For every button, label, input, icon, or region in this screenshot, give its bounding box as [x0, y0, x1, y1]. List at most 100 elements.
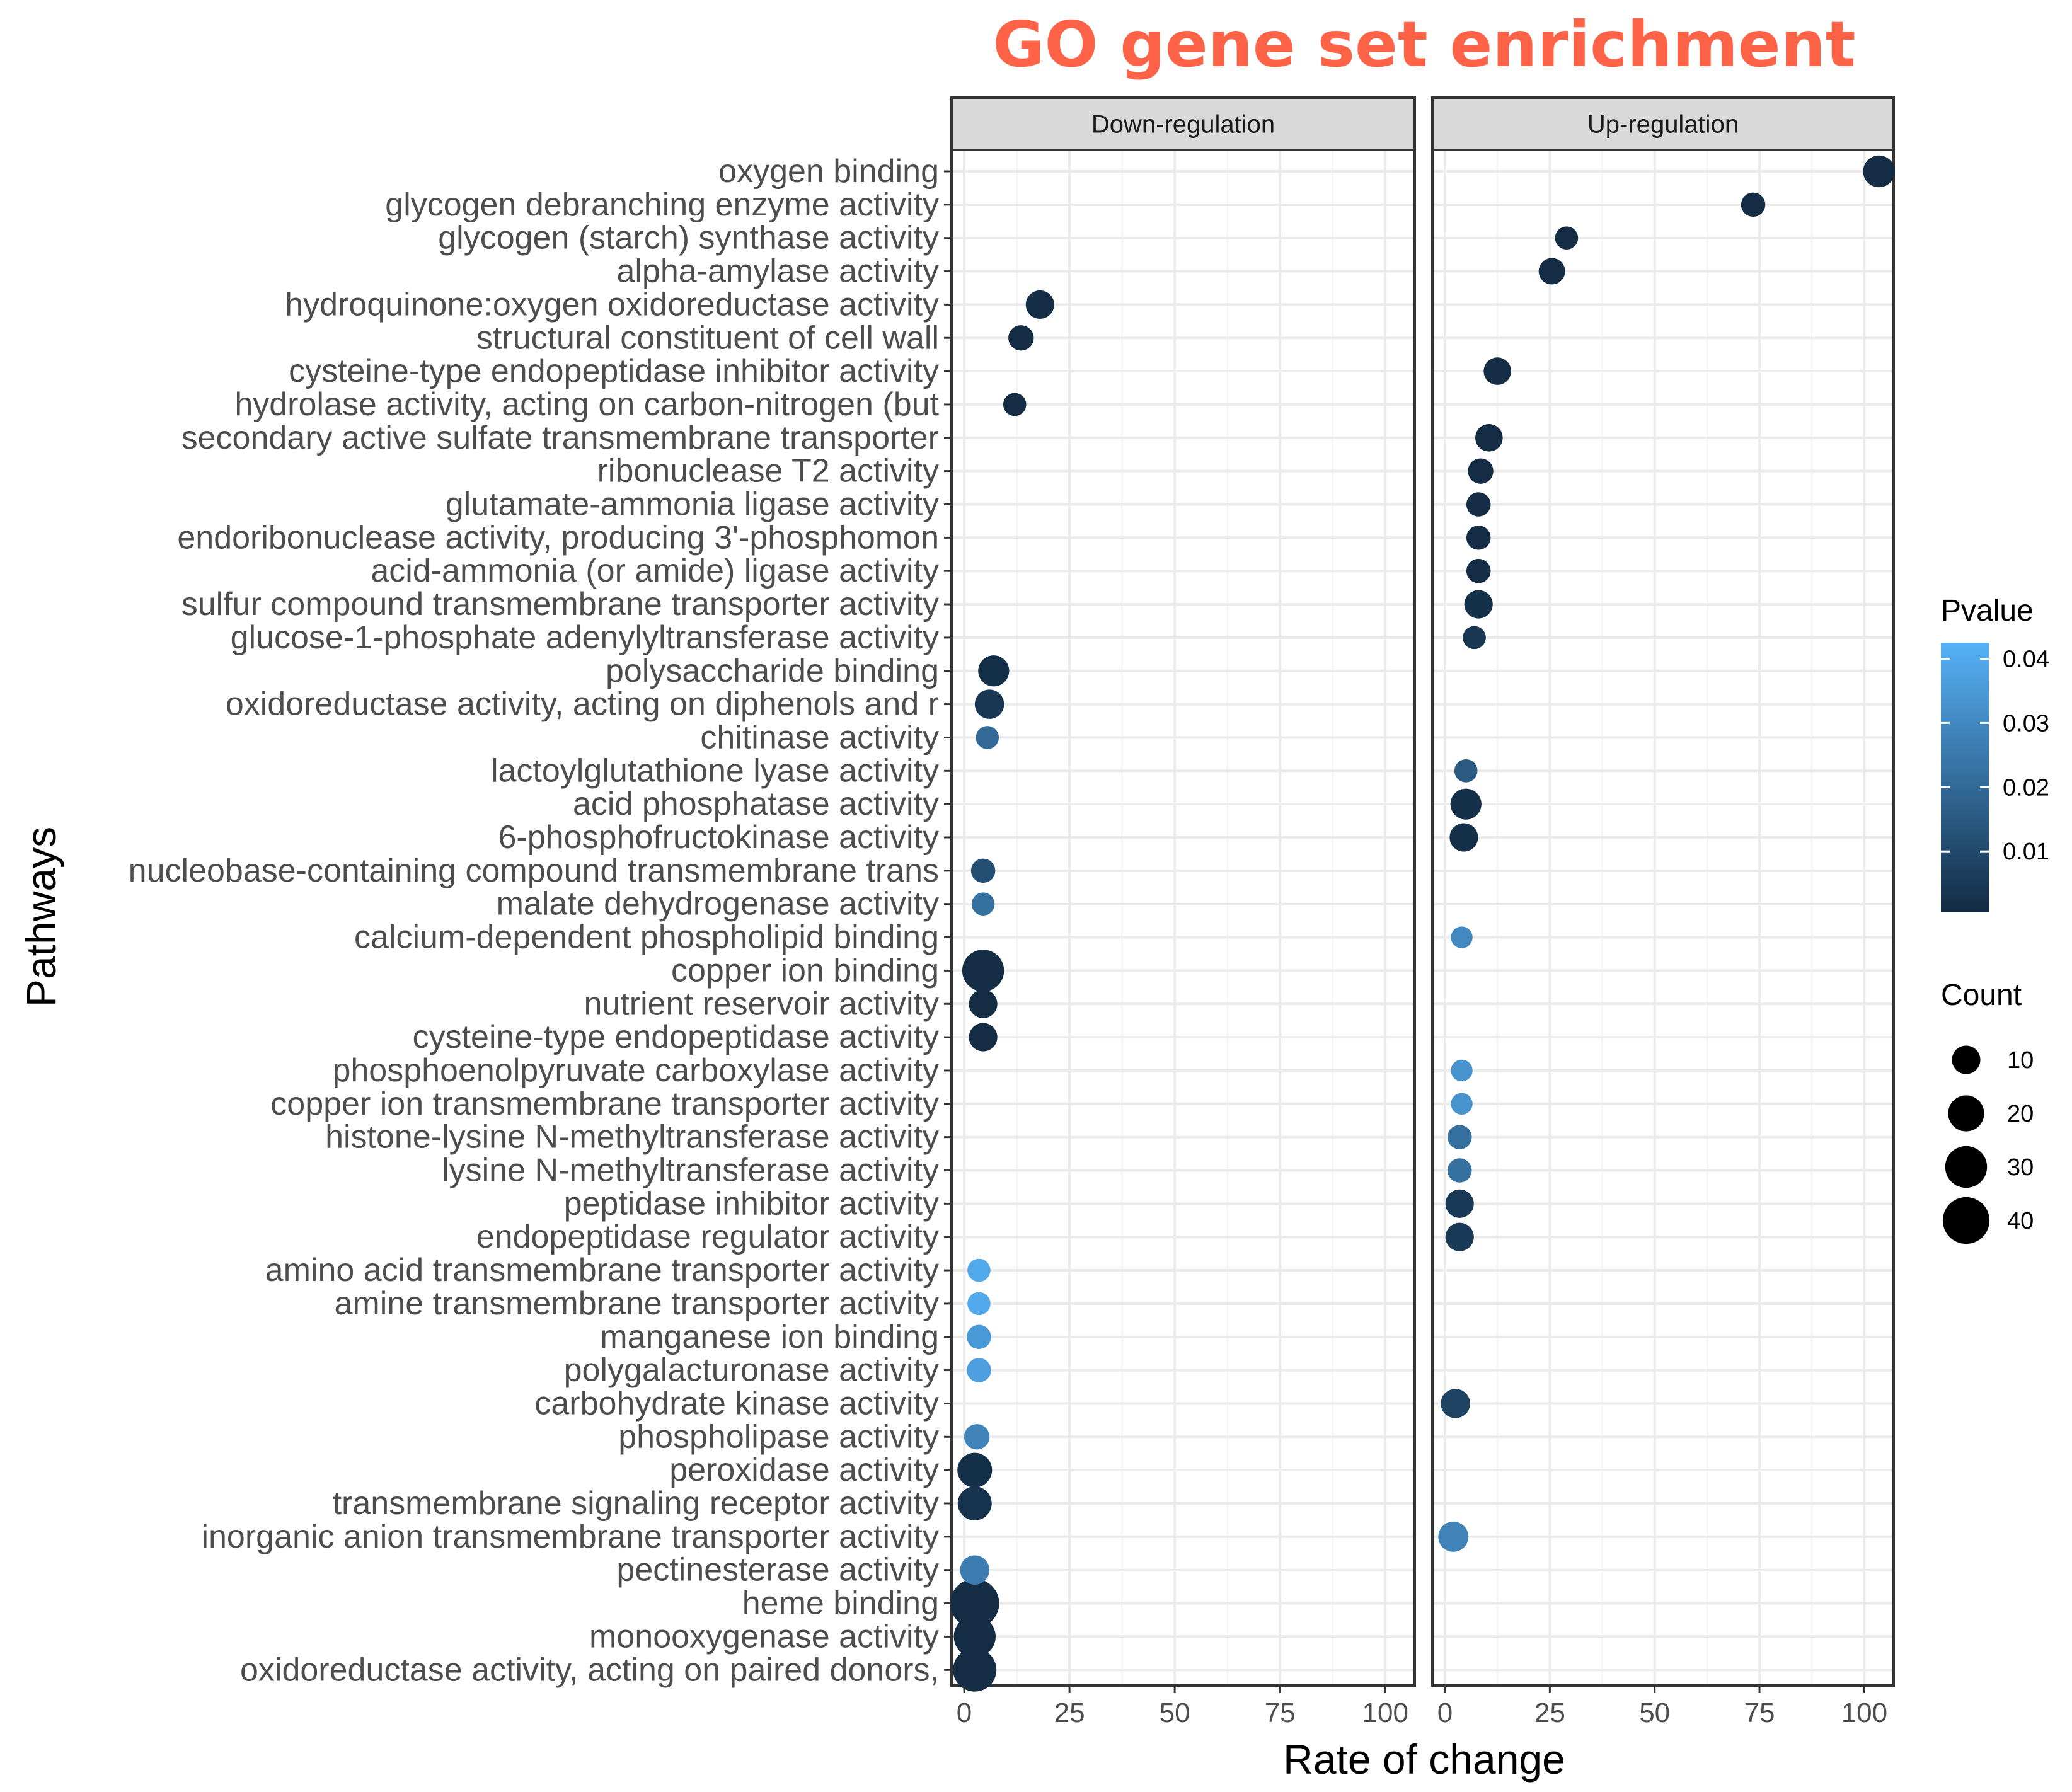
data-point [971, 892, 995, 916]
data-point [953, 1648, 997, 1692]
data-point [978, 655, 1010, 687]
x-tick-label: 50 [1160, 1697, 1190, 1728]
y-tick-label: polysaccharide binding [606, 653, 939, 689]
facet-strip [950, 96, 1416, 151]
y-tick-label: endopeptidase regulator activity [476, 1219, 939, 1255]
y-tick-label: glycogen (starch) synthase activity [438, 220, 939, 256]
y-tick-label: secondary active sulfate transmembrane t… [181, 420, 939, 456]
data-point [964, 1424, 990, 1450]
y-tick-label: copper ion binding [671, 952, 939, 989]
y-tick-label: phospholipase activity [618, 1418, 939, 1455]
y-tick-label: amine transmembrane transporter activity [335, 1285, 940, 1322]
count-legend-key [1948, 1095, 1984, 1132]
x-tick-label: 0 [1437, 1697, 1453, 1728]
data-point [962, 950, 1004, 992]
data-point [1451, 1093, 1473, 1115]
data-point [1450, 788, 1482, 820]
y-tick-label: alpha-amylase activity [616, 253, 939, 290]
data-point [1003, 393, 1027, 416]
y-tick-label: transmembrane signaling receptor activit… [333, 1485, 939, 1522]
data-point [1445, 1222, 1474, 1251]
y-tick-label: copper ion transmembrane transporter act… [270, 1086, 939, 1122]
data-point [967, 1292, 991, 1316]
count-legend-key [1942, 1197, 1990, 1244]
data-point [969, 1023, 998, 1052]
data-point [960, 1555, 990, 1585]
data-point [970, 858, 996, 883]
facet-panel-up: Up-regulation [1431, 96, 1895, 1687]
count-legend-label: 10 [2007, 1047, 2034, 1074]
x-tick-label: 75 [1744, 1697, 1775, 1728]
data-point [1451, 926, 1473, 948]
data-point [1863, 155, 1895, 188]
count-legend-key [1945, 1146, 1988, 1188]
y-tick-label: amino acid transmembrane transporter act… [265, 1252, 939, 1289]
x-axis-title: Rate of change [1283, 1736, 1565, 1783]
y-tick-label: carbohydrate kinase activity [534, 1385, 939, 1422]
y-tick-label: pectinesterase activity [616, 1552, 939, 1588]
data-point [953, 1616, 996, 1658]
x-axes: 0 25 50 75 100 0 25 50 75 100 [957, 1686, 1887, 1728]
data-point [1463, 626, 1486, 650]
legend: Pvalue Count 0.01 0.02 0.03 0.04 10 20 30 40 [1941, 594, 2049, 1244]
y-tick-label: lactoylglutathione lyase activity [491, 752, 939, 789]
y-tick-label: monooxygenase activity [589, 1618, 939, 1655]
y-tick-label: acid-ammonia (or amide) ligase activity [371, 553, 939, 589]
pvalue-colorbar [1941, 643, 1989, 912]
y-tick-label: lysine N-methyltransferase activity [442, 1152, 939, 1189]
panel-background [1432, 150, 1894, 1686]
colorbar-label: 0.01 [2003, 839, 2049, 865]
y-tick-label: glucose-1-phosphate adenylyltransferase … [231, 619, 939, 656]
data-point [1468, 458, 1494, 484]
y-tick-label: histone-lysine N-methyltransferase activ… [325, 1119, 939, 1156]
data-point [1466, 492, 1491, 517]
y-tick-label: nucleobase-containing compound transmemb… [129, 853, 939, 889]
y-axis-title: Pathways [18, 827, 64, 1007]
count-legend-label: 30 [2007, 1154, 2034, 1181]
colorbar-label: 0.03 [2003, 710, 2049, 737]
count-legend-title: Count [1941, 979, 2022, 1012]
x-tick-label: 25 [1054, 1697, 1085, 1728]
data-point [1441, 1389, 1470, 1418]
y-tick-label: peroxidase activity [669, 1452, 939, 1488]
data-point [1447, 1158, 1472, 1183]
data-point [967, 1258, 991, 1282]
data-point [1483, 357, 1511, 385]
y-tick-label: sulfur compound transmembrane transporte… [181, 586, 939, 623]
y-tick-label: oxidoreductase activity, acting on paire… [240, 1651, 939, 1688]
colorbar-label: 0.04 [2003, 646, 2049, 672]
y-tick-label: polygalacturonase activity [564, 1352, 939, 1389]
data-point [1025, 290, 1054, 319]
colorbar-label: 0.02 [2003, 774, 2049, 801]
data-point [1445, 1189, 1474, 1218]
data-point [1475, 424, 1503, 452]
data-point [950, 1578, 999, 1628]
y-tick-label: cysteine-type endopeptidase activity [413, 1019, 939, 1055]
y-tick-label: hydrolase activity, acting on carbon-nit… [234, 386, 939, 423]
data-point [1464, 590, 1493, 619]
x-tick-label: 50 [1639, 1697, 1670, 1728]
data-point [969, 989, 998, 1018]
y-tick-label: structural constituent of cell wall [476, 319, 939, 356]
y-tick-label: cysteine-type endopeptidase inhibitor ac… [289, 353, 939, 389]
count-legend-label: 40 [2007, 1208, 2034, 1234]
data-point [1466, 526, 1491, 550]
facet-panel-down: Down-regulation [950, 96, 1416, 1687]
y-tick-label: oxygen binding [718, 153, 939, 190]
y-tick-label: endoribonuclease activity, producing 3'-… [177, 519, 939, 556]
x-tick-label: 25 [1534, 1697, 1565, 1728]
data-point [1454, 759, 1478, 783]
panel-background [952, 150, 1415, 1686]
y-tick-label: oxidoreductase activity, acting on diphe… [226, 686, 939, 723]
y-tick-label: hydroquinone:oxygen oxidoreductase activ… [285, 286, 939, 323]
y-tick-label: inorganic anion transmembrane transporte… [201, 1519, 939, 1555]
data-point [967, 1358, 991, 1382]
data-point [974, 689, 1004, 719]
x-tick-label: 100 [1841, 1697, 1887, 1728]
data-point [1741, 192, 1766, 217]
y-tick-label: nutrient reservoir activity [584, 985, 939, 1022]
count-legend-key [1952, 1045, 1981, 1074]
data-point [1555, 226, 1579, 250]
y-tick-label: ribonuclease T2 activity [597, 453, 939, 490]
